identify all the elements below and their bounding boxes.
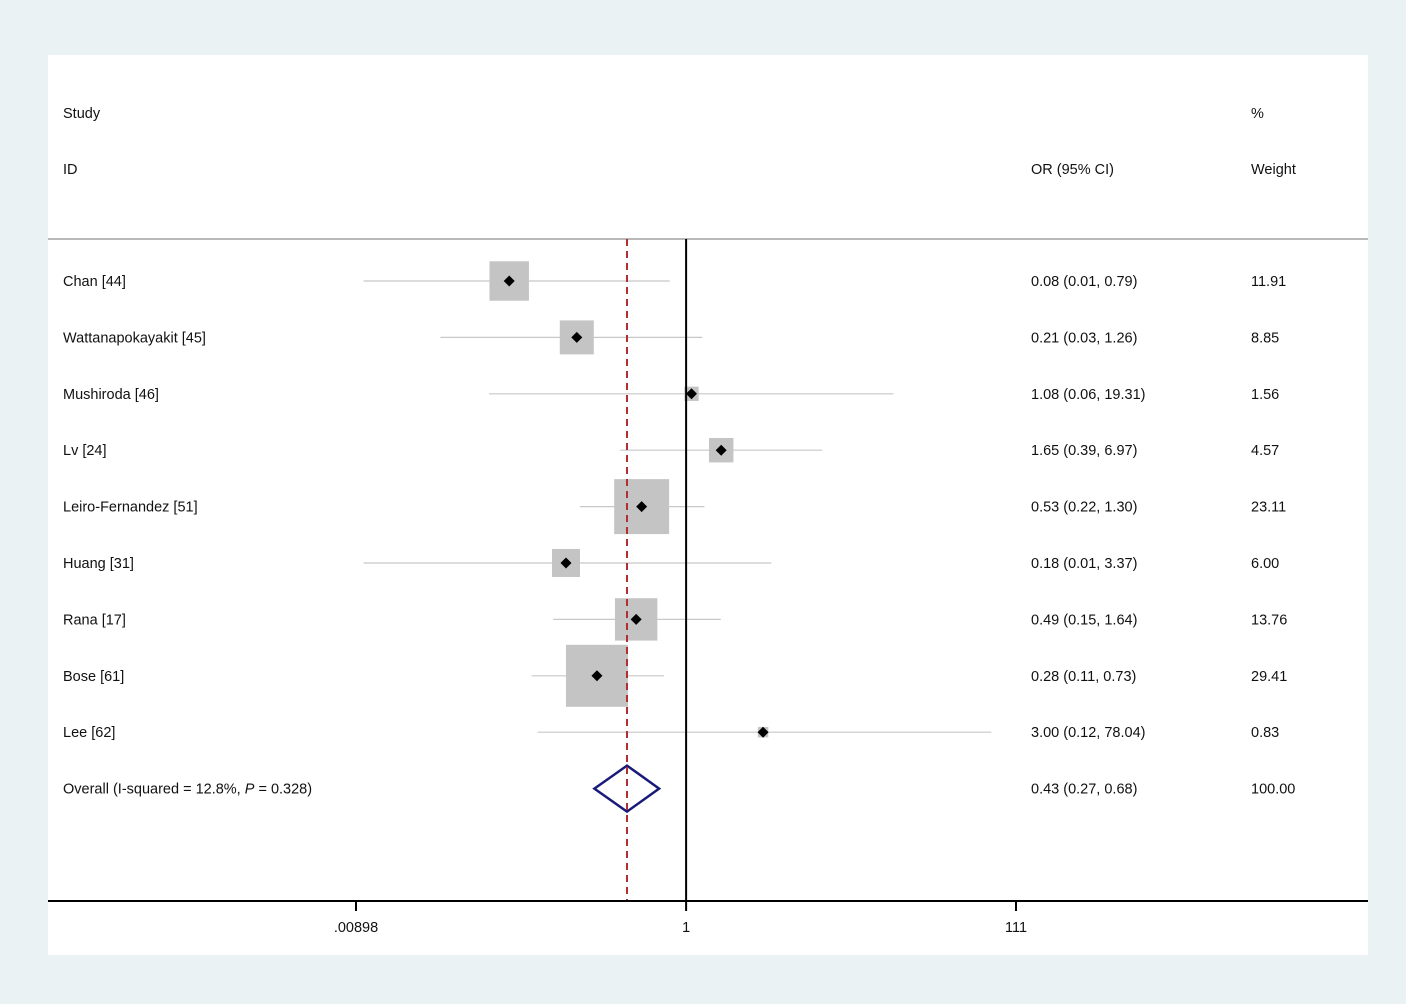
header-percent: %: [1251, 106, 1264, 122]
study-label: Lee [62]: [63, 725, 115, 741]
weight-value: 8.85: [1251, 330, 1279, 346]
or-ci-value: 0.49 (0.15, 1.64): [1031, 612, 1137, 628]
header-or-ci: OR (95% CI): [1031, 162, 1114, 178]
point-estimate: [757, 726, 769, 738]
weight-value: 6.00: [1251, 556, 1279, 572]
x-tick-label: .00898: [334, 920, 378, 936]
header-id: ID: [63, 162, 78, 178]
study-label: Chan [44]: [63, 274, 126, 290]
or-ci-value: 1.65 (0.39, 6.97): [1031, 443, 1137, 459]
point-estimate: [715, 444, 727, 456]
point-estimate: [686, 388, 698, 400]
study-label: Huang [31]: [63, 556, 134, 572]
x-tick-label: 111: [1005, 920, 1027, 936]
or-ci-value: 3.00 (0.12, 78.04): [1031, 725, 1145, 741]
or-ci-value: 0.21 (0.03, 1.26): [1031, 330, 1137, 346]
weight-value: 11.91: [1251, 274, 1286, 290]
overall-label-suffix: = 0.328): [254, 782, 312, 798]
study-label: Wattanapokayakit [45]: [63, 330, 206, 346]
overall-weight-value: 100.00: [1251, 782, 1295, 798]
plot-panel: [48, 55, 1368, 955]
x-tick-label: 1: [682, 920, 690, 936]
weight-value: 29.41: [1251, 669, 1287, 685]
overall-or-ci-value: 0.43 (0.27, 0.68): [1031, 782, 1137, 798]
weight-value: 23.11: [1251, 500, 1286, 516]
or-ci-value: 1.08 (0.06, 19.31): [1031, 387, 1145, 403]
point-estimate: [571, 331, 583, 343]
study-label: Mushiroda [46]: [63, 387, 159, 403]
study-label: Bose [61]: [63, 669, 124, 685]
overall-label-p: P: [245, 782, 255, 798]
study-label: Leiro-Fernandez [51]: [63, 500, 198, 516]
point-estimate: [591, 670, 603, 682]
header-study: Study: [63, 106, 101, 122]
study-label: Lv [24]: [63, 443, 107, 459]
header-weight: Weight: [1251, 162, 1296, 178]
or-ci-value: 0.53 (0.22, 1.30): [1031, 500, 1137, 516]
or-ci-value: 0.18 (0.01, 3.37): [1031, 556, 1137, 572]
point-estimate: [560, 557, 572, 569]
overall-label-prefix: Overall (I-squared = 12.8%,: [63, 782, 245, 798]
or-ci-value: 0.28 (0.11, 0.73): [1031, 669, 1136, 685]
weight-value: 1.56: [1251, 387, 1279, 403]
point-estimate: [636, 501, 648, 513]
point-estimate: [630, 613, 642, 625]
study-label: Rana [17]: [63, 612, 126, 628]
overall-diamond: [592, 764, 662, 814]
weight-value: 13.76: [1251, 612, 1287, 628]
weight-value: 0.83: [1251, 725, 1279, 741]
weight-value: 4.57: [1251, 443, 1279, 459]
overall-label: Overall (I-squared = 12.8%, P = 0.328): [63, 782, 312, 798]
point-estimate: [503, 275, 515, 287]
or-ci-value: 0.08 (0.01, 0.79): [1031, 274, 1137, 290]
